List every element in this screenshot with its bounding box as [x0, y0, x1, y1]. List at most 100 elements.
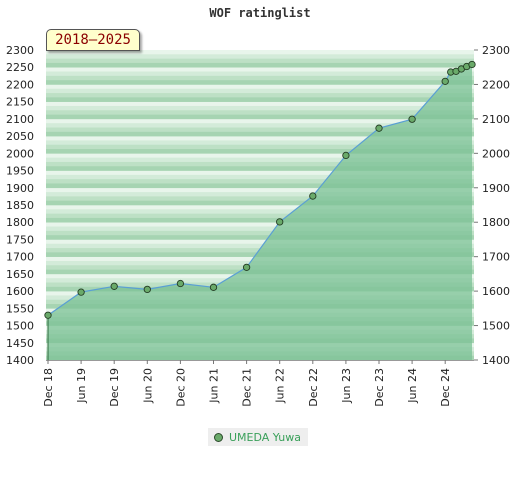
grid-band — [46, 105, 474, 111]
period-badge: 2018–2025 — [46, 29, 140, 51]
grid-band — [46, 80, 474, 85]
grid-band — [46, 213, 474, 219]
y-tick-label-right: 1600 — [482, 285, 510, 298]
y-tick-label: 1500 — [6, 320, 34, 333]
y-tick-label-right: 1700 — [482, 251, 510, 264]
y-tick-label-right: 2000 — [482, 147, 510, 160]
x-tick-label: Jun 24 — [406, 368, 419, 404]
x-tick-label: Dec 23 — [373, 368, 386, 407]
grid-band — [46, 136, 474, 141]
data-point — [342, 151, 350, 160]
grid-band — [46, 217, 474, 223]
x-tick-label: Dec 18 — [42, 368, 55, 407]
data-point — [375, 124, 383, 132]
x-tick-label: Jun 20 — [141, 368, 154, 404]
y-tick-label-right: 1900 — [482, 182, 510, 195]
data-point — [408, 115, 416, 123]
grid-band — [46, 67, 474, 72]
grid-band — [46, 75, 474, 81]
grid-band — [46, 170, 474, 176]
y-tick-label: 1600 — [6, 285, 34, 298]
grid-band — [46, 127, 474, 133]
grid-band — [46, 196, 474, 201]
grid-band — [46, 235, 474, 240]
grid-band — [46, 179, 474, 184]
legend-marker — [214, 432, 223, 442]
y-tick-label: 1450 — [6, 337, 34, 350]
y-tick-label: 2150 — [6, 96, 34, 109]
grid-band — [46, 149, 474, 154]
y-tick-label-right: 2200 — [482, 78, 510, 91]
grid-band — [46, 157, 474, 163]
grid-band — [46, 101, 474, 107]
grid-band — [46, 118, 474, 124]
x-tick-label: Dec 21 — [241, 368, 254, 407]
grid-band — [46, 166, 474, 171]
grid-band — [46, 50, 474, 55]
grid-band — [46, 84, 474, 90]
rating-area — [48, 64, 472, 360]
grid-band — [46, 230, 474, 236]
x-tick-label: Dec 20 — [174, 368, 187, 407]
y-tick-label-right: 2100 — [482, 113, 510, 126]
grid-band — [46, 110, 474, 115]
chart-title: WOF ratinglist — [209, 6, 311, 20]
grid-band — [46, 131, 474, 137]
grid-band — [46, 140, 474, 146]
x-tick-label: Dec 22 — [307, 368, 320, 407]
grid-band — [46, 226, 474, 232]
y-axis-right: 1400 1500 1600 1700 1800 1900 2000 2100 2200 2300 — [474, 44, 510, 367]
y-tick-label: 2200 — [6, 78, 34, 91]
data-point — [209, 283, 218, 291]
data-point — [242, 263, 251, 271]
grid-band — [46, 209, 474, 214]
grid-band — [46, 114, 474, 120]
grid-band — [46, 62, 474, 68]
grid-band — [46, 205, 474, 210]
y-tick-label: 2050 — [6, 130, 34, 143]
x-tick-label: Dec 19 — [108, 368, 121, 407]
y-tick-label: 1900 — [6, 182, 34, 195]
y-tick-label: 2100 — [6, 113, 34, 126]
grid-band — [46, 174, 474, 180]
y-tick-label: 2000 — [6, 147, 34, 160]
grid-band — [46, 222, 474, 227]
y-tick-label: 2300 — [6, 44, 34, 57]
grid-band — [46, 192, 474, 197]
grid-band — [46, 239, 474, 245]
grid-band — [46, 88, 474, 94]
data-point — [77, 288, 85, 296]
x-tick-label: Jun 23 — [340, 368, 353, 404]
grid-band — [46, 97, 474, 102]
data-point — [143, 285, 151, 294]
y-tick-label-right: 1400 — [482, 354, 510, 367]
y-tick-label: 1850 — [6, 199, 34, 212]
grid-band — [46, 243, 474, 249]
y-tick-label: 1800 — [6, 216, 34, 229]
data-point — [276, 218, 284, 226]
grid-band — [46, 71, 474, 77]
grid-band — [46, 153, 474, 158]
grid-band — [46, 123, 474, 128]
data-point — [176, 279, 185, 288]
grid-band — [46, 93, 474, 98]
y-tick-label-right: 1500 — [482, 320, 510, 333]
data-point — [441, 77, 449, 85]
y-tick-label: 1650 — [6, 268, 34, 281]
y-tick-label-right: 1800 — [482, 216, 510, 229]
grid-band — [46, 58, 474, 64]
grid-band — [46, 161, 474, 167]
y-tick-label-right: 2300 — [482, 44, 510, 57]
y-axis-left: 1400 1450 1500 1550 1600 1650 1700 1750 1800 1850… — [6, 44, 34, 367]
data-point — [309, 192, 317, 200]
legend: UMEDA Yuwa — [208, 428, 308, 446]
x-axis: Dec 18 Jun 19 Dec 19 Jun 20 Dec 20 Jun 21 Dec … — [42, 360, 474, 407]
y-tick-label: 1700 — [6, 251, 34, 264]
y-tick-label: 1550 — [6, 302, 34, 315]
x-tick-label: Dec 24 — [439, 368, 452, 407]
x-tick-label: Jun 19 — [75, 368, 88, 404]
data-point — [110, 282, 118, 290]
y-tick-label: 1950 — [6, 165, 34, 178]
data-points — [44, 60, 476, 319]
